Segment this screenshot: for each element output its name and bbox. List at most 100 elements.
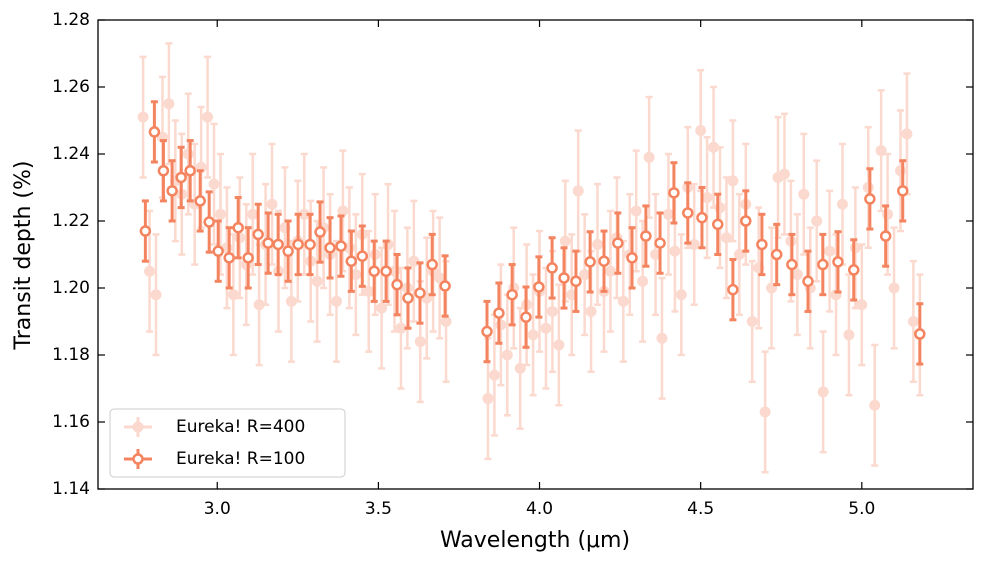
marker xyxy=(157,165,170,177)
marker xyxy=(212,245,224,257)
marker xyxy=(304,238,316,251)
marker xyxy=(350,269,362,281)
marker xyxy=(558,272,570,284)
marker xyxy=(778,168,790,180)
marker xyxy=(292,238,304,251)
marker xyxy=(356,250,369,262)
marker xyxy=(527,329,539,341)
marker xyxy=(914,328,926,340)
marker xyxy=(824,245,836,257)
marker xyxy=(324,242,336,254)
x-tick-label: 4.0 xyxy=(526,499,553,519)
marker xyxy=(262,237,274,249)
legend-item xyxy=(124,449,152,469)
marker xyxy=(712,218,724,231)
marker xyxy=(630,205,642,217)
legend-marker xyxy=(132,453,144,465)
marker xyxy=(756,238,768,251)
marker xyxy=(203,216,215,228)
y-tick-label: 1.28 xyxy=(52,10,90,30)
marker xyxy=(253,299,265,311)
marker xyxy=(514,362,526,374)
y-tick-label: 1.20 xyxy=(52,278,90,298)
marker xyxy=(380,265,392,277)
marker xyxy=(896,185,909,197)
y-axis-label: Transit depth (%) xyxy=(11,161,36,351)
marker xyxy=(656,332,668,344)
marker xyxy=(746,316,758,327)
marker xyxy=(654,237,666,249)
plot-frame xyxy=(97,19,974,490)
marker xyxy=(559,235,571,247)
y-tick-label: 1.18 xyxy=(52,345,90,365)
marker xyxy=(481,325,493,338)
y-tick-label: 1.22 xyxy=(52,211,90,231)
marker xyxy=(194,195,206,207)
series xyxy=(139,100,926,366)
marker xyxy=(311,275,323,287)
marker xyxy=(875,145,887,157)
marker xyxy=(506,288,518,301)
marker xyxy=(682,207,694,219)
marker xyxy=(426,258,438,271)
marker xyxy=(395,322,407,334)
y-tick-label: 1.16 xyxy=(52,412,90,432)
marker xyxy=(252,228,264,241)
marker xyxy=(869,399,881,411)
marker xyxy=(836,198,848,210)
x-tick-label: 5.0 xyxy=(848,499,875,519)
marker xyxy=(247,208,259,220)
marker xyxy=(727,283,739,296)
marker xyxy=(533,281,545,293)
marker xyxy=(584,256,596,268)
marker xyxy=(408,255,420,267)
marker xyxy=(285,295,297,307)
marker xyxy=(495,319,507,331)
marker xyxy=(368,265,380,277)
marker xyxy=(604,265,616,277)
marker xyxy=(540,322,552,334)
marker xyxy=(640,230,652,242)
marker xyxy=(592,238,604,250)
marker xyxy=(733,249,745,260)
marker xyxy=(650,249,662,260)
marker xyxy=(832,256,844,268)
marker xyxy=(314,226,326,238)
marker xyxy=(391,278,403,291)
marker xyxy=(864,193,876,205)
marker xyxy=(376,302,388,314)
marker xyxy=(402,292,414,304)
marker xyxy=(520,311,532,323)
marker xyxy=(669,245,681,257)
marker xyxy=(163,98,175,110)
marker xyxy=(208,178,220,190)
marker xyxy=(759,406,771,418)
marker xyxy=(668,187,680,199)
marker xyxy=(617,295,629,307)
marker xyxy=(488,369,500,381)
marker xyxy=(675,289,687,301)
x-tick-label: 3.5 xyxy=(365,499,392,519)
marker xyxy=(553,339,565,351)
marker xyxy=(148,126,161,138)
marker xyxy=(856,299,868,311)
marker xyxy=(150,289,162,301)
marker xyxy=(740,215,752,227)
marker xyxy=(862,182,874,193)
marker xyxy=(202,111,214,123)
marker xyxy=(579,269,591,281)
marker xyxy=(414,336,426,348)
legend-label: Eureka! R=100 xyxy=(176,449,305,469)
marker xyxy=(440,316,452,327)
marker xyxy=(266,198,278,210)
marker xyxy=(598,255,610,267)
marker xyxy=(727,175,739,187)
marker xyxy=(272,238,284,251)
marker xyxy=(546,305,558,317)
marker xyxy=(817,258,829,271)
marker xyxy=(643,151,655,163)
marker xyxy=(696,211,708,224)
marker xyxy=(570,275,582,288)
marker xyxy=(701,192,713,204)
